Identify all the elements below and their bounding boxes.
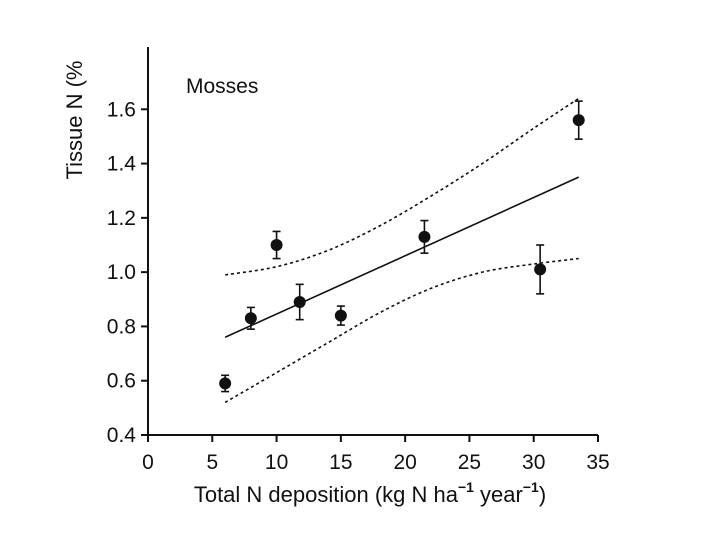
y-tick-label: 1.4 bbox=[107, 153, 137, 176]
x-axis-title-exponent-1: −1 bbox=[458, 479, 474, 495]
data-point bbox=[418, 230, 431, 243]
ticks: 0 5 10 15 20 25 30 35 0.4 0.6 0.8 1.0 1.2 1.4 1.6 bbox=[107, 98, 610, 474]
x-tick-label: 20 bbox=[393, 451, 416, 474]
x-axis-title-middle: year bbox=[474, 482, 523, 507]
data-point bbox=[270, 239, 283, 251]
y-axis-title: Tissue N (% bbox=[62, 61, 87, 180]
data-point bbox=[534, 263, 547, 276]
x-tick-label: 25 bbox=[458, 451, 481, 474]
x-axis-title-main: Total N deposition (kg N ha bbox=[194, 482, 459, 507]
x-tick-label: 5 bbox=[206, 451, 218, 474]
y-tick-label: 1.6 bbox=[107, 98, 136, 121]
x-tick-label: 35 bbox=[586, 451, 609, 474]
data-point bbox=[219, 377, 232, 390]
y-tick-label: 0.4 bbox=[107, 424, 137, 447]
data-point bbox=[244, 312, 257, 325]
x-axis-title: Total N deposition (kg N ha−1 year−1) bbox=[194, 479, 546, 507]
regression-line bbox=[224, 176, 580, 339]
axes bbox=[147, 47, 598, 436]
y-tick-label: 0.6 bbox=[107, 370, 136, 393]
data-point bbox=[572, 114, 585, 127]
y-tick-label: 0.8 bbox=[107, 315, 136, 338]
data-points bbox=[219, 100, 585, 393]
x-axis-title-end: ) bbox=[539, 482, 546, 507]
x-tick-label: 10 bbox=[265, 451, 288, 474]
y-tick-label: 1.2 bbox=[107, 207, 136, 230]
x-tick-label: 30 bbox=[522, 451, 545, 474]
data-point bbox=[293, 296, 306, 308]
y-tick-label: 1.0 bbox=[107, 261, 136, 284]
confidence-band-upper bbox=[225, 97, 580, 276]
confidence-band-lower bbox=[224, 257, 579, 404]
panel-label: Mosses bbox=[186, 75, 258, 98]
x-tick-label: 0 bbox=[142, 451, 154, 474]
data-point bbox=[334, 309, 347, 322]
x-axis-title-exponent-2: −1 bbox=[523, 479, 539, 495]
x-tick-label: 15 bbox=[329, 451, 352, 474]
